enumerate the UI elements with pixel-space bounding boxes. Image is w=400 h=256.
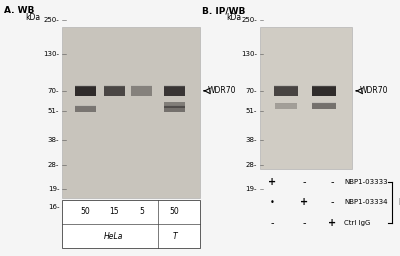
Bar — [62, 27, 200, 198]
Bar — [312, 102, 336, 104]
Text: 130-: 130- — [43, 51, 59, 57]
Text: IP: IP — [398, 198, 400, 207]
Bar — [131, 86, 152, 96]
Bar — [75, 85, 96, 87]
Text: 19-: 19- — [246, 186, 257, 193]
Text: 70-: 70- — [246, 88, 257, 94]
Text: HeLa: HeLa — [104, 232, 123, 241]
Text: 51-: 51- — [246, 108, 257, 114]
Text: 50: 50 — [170, 207, 180, 216]
Text: -: - — [302, 218, 306, 228]
Text: 250-: 250- — [241, 17, 257, 24]
Text: kDa: kDa — [25, 13, 40, 22]
Text: -: - — [330, 177, 334, 187]
Text: B. IP/WB: B. IP/WB — [202, 6, 245, 15]
Bar — [104, 85, 125, 87]
Bar — [312, 85, 336, 87]
Text: WDR70: WDR70 — [208, 86, 236, 95]
Text: T: T — [172, 232, 177, 241]
Bar — [312, 103, 336, 110]
Text: NBP1-03333: NBP1-03333 — [344, 179, 388, 185]
Bar — [75, 86, 96, 96]
Text: NBP1-03334: NBP1-03334 — [344, 199, 388, 205]
Text: 38-: 38- — [246, 136, 257, 143]
Text: •: • — [270, 198, 274, 207]
Text: -: - — [330, 197, 334, 207]
Text: A. WB: A. WB — [4, 6, 34, 15]
Bar — [164, 102, 185, 108]
Text: 15: 15 — [110, 207, 119, 216]
Text: WDR70: WDR70 — [360, 86, 388, 95]
Bar — [275, 103, 297, 109]
Text: -: - — [302, 177, 306, 187]
Bar — [260, 27, 352, 169]
Bar — [75, 105, 96, 106]
Text: -: - — [270, 218, 274, 228]
Text: 28-: 28- — [48, 162, 59, 168]
Bar — [274, 85, 298, 87]
Bar — [164, 102, 185, 103]
Bar — [131, 85, 152, 87]
Bar — [274, 86, 298, 96]
Bar — [62, 200, 200, 248]
Bar — [312, 86, 336, 96]
Text: 19-: 19- — [48, 186, 59, 193]
Text: 51-: 51- — [48, 108, 59, 114]
Text: +: + — [328, 218, 336, 228]
Bar — [104, 86, 125, 96]
Text: 50: 50 — [80, 207, 90, 216]
Text: Ctrl IgG: Ctrl IgG — [344, 220, 370, 226]
Bar — [164, 105, 185, 112]
Text: 250-: 250- — [44, 17, 59, 24]
Text: 130-: 130- — [241, 51, 257, 57]
Bar — [164, 86, 185, 96]
Bar — [75, 105, 96, 112]
Text: +: + — [268, 177, 276, 187]
Bar — [164, 85, 185, 87]
Bar — [275, 103, 297, 104]
Text: kDa: kDa — [226, 13, 241, 22]
Text: 70-: 70- — [48, 88, 59, 94]
Bar — [164, 105, 185, 106]
Text: 16-: 16- — [48, 204, 59, 210]
Text: 5: 5 — [139, 207, 144, 216]
Text: 28-: 28- — [246, 162, 257, 168]
Text: +: + — [300, 197, 308, 207]
Text: 38-: 38- — [48, 136, 59, 143]
